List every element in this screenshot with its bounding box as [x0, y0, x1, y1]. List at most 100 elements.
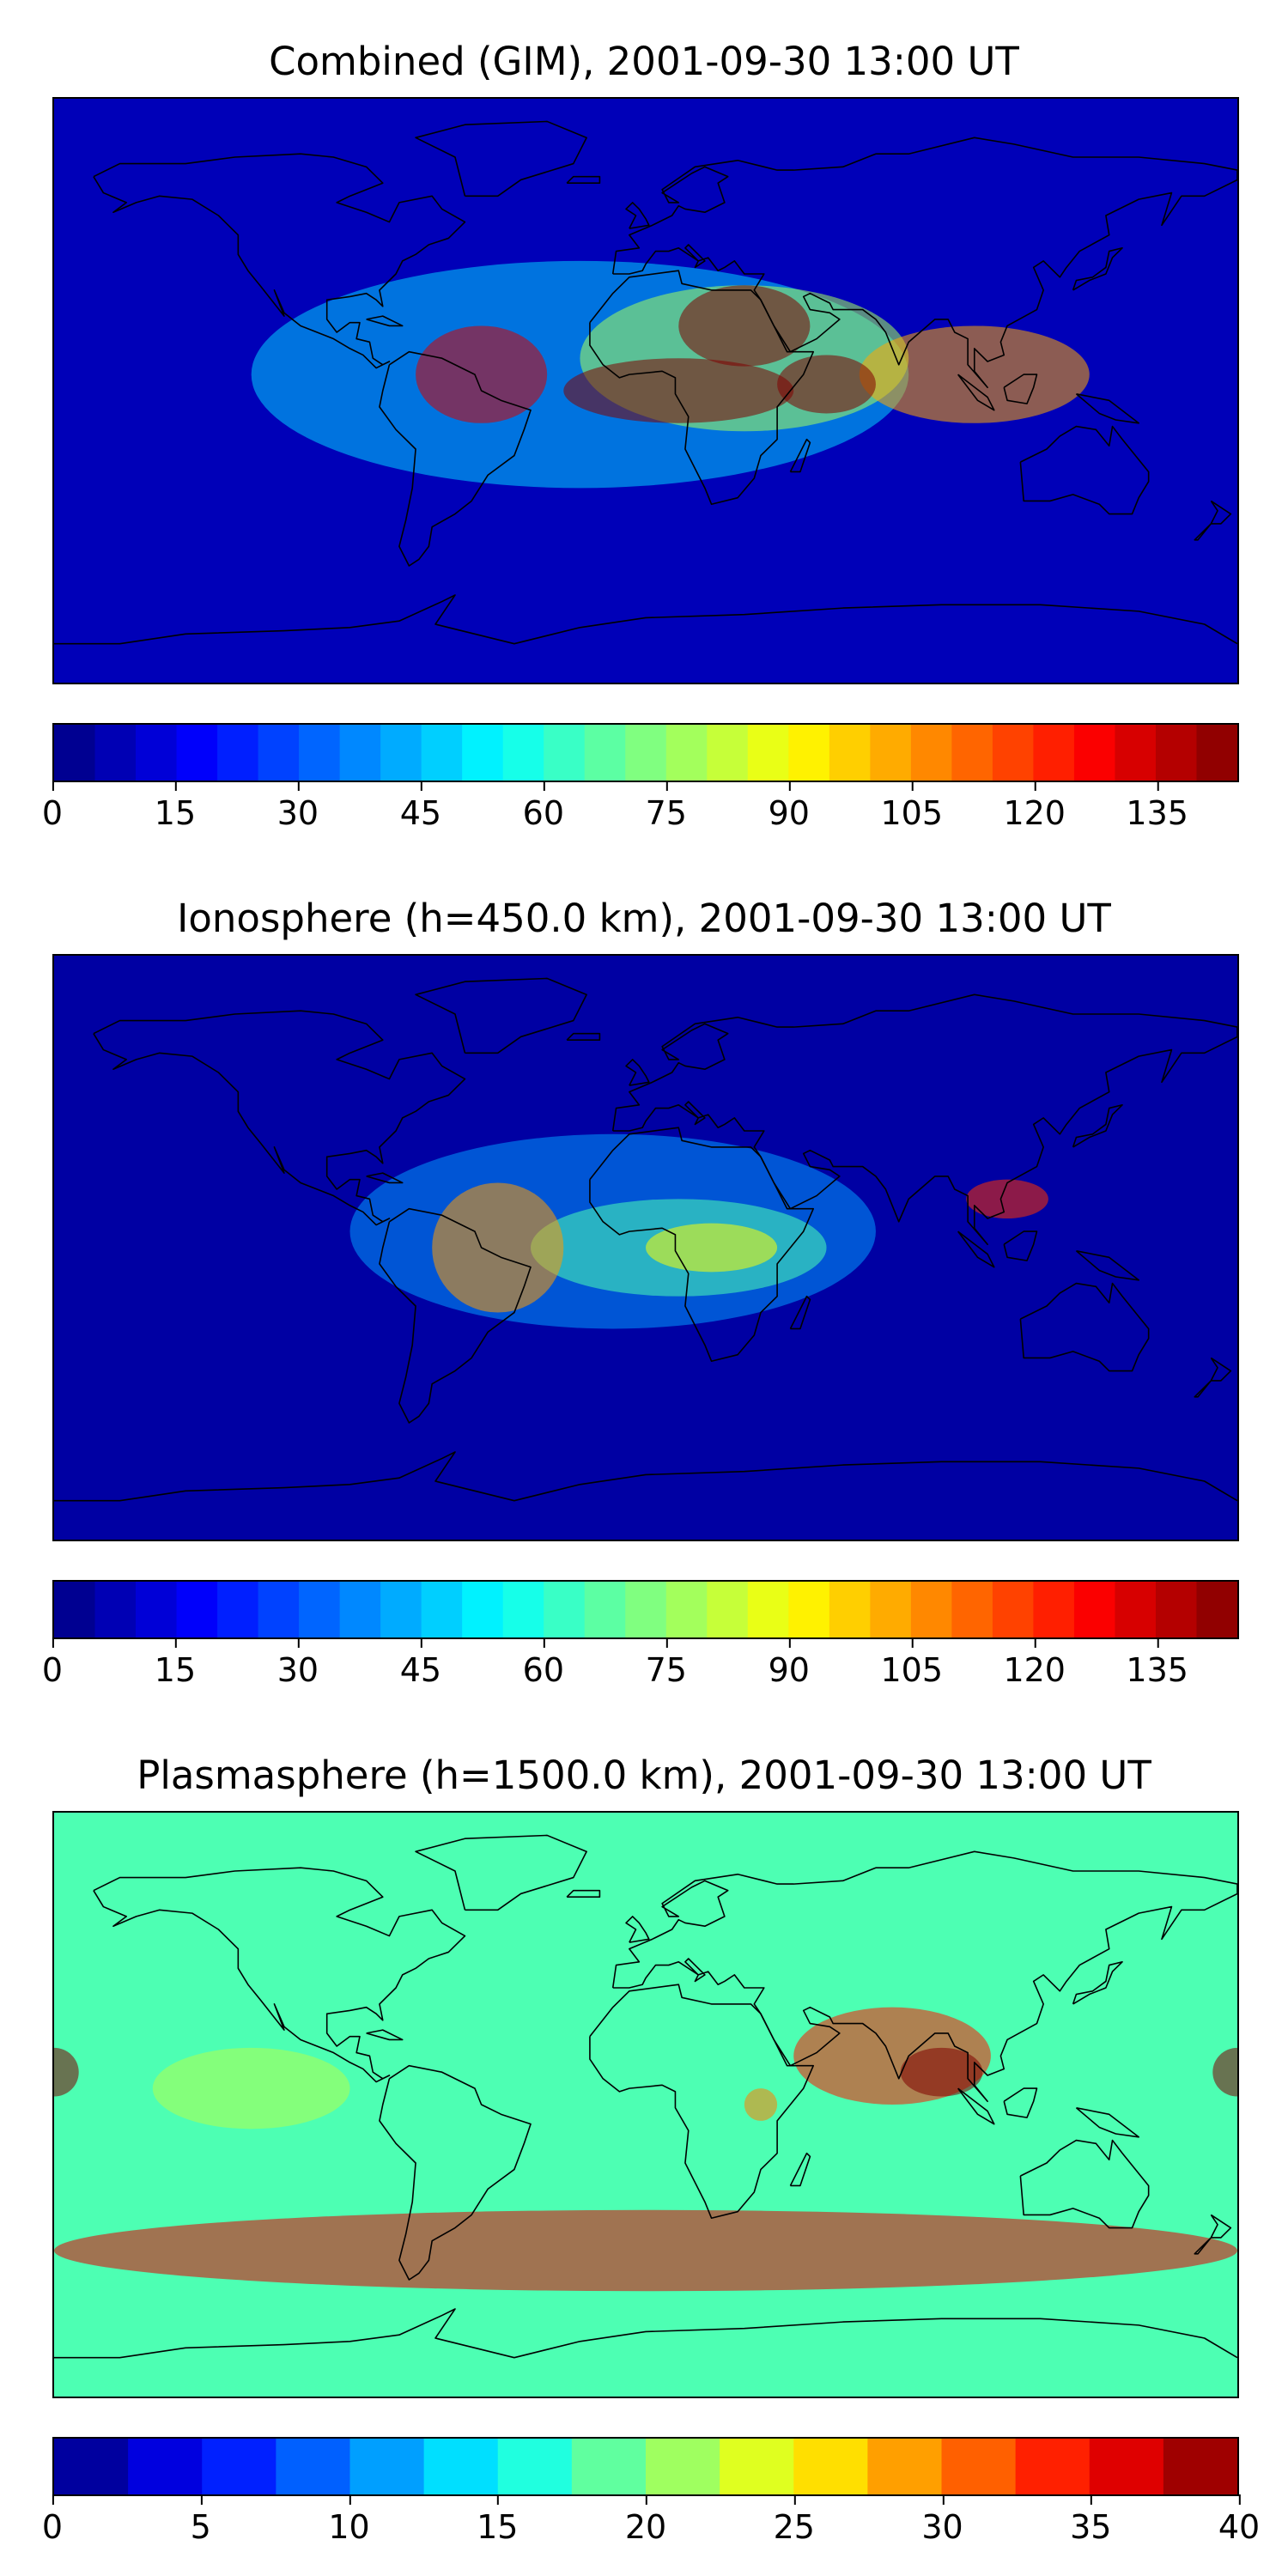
colorbar-level	[992, 725, 1035, 781]
coastline-uk	[626, 1917, 649, 1942]
colorbar-level	[1196, 1582, 1237, 1637]
colorbar-tick: 0	[42, 1637, 63, 1689]
tec-map-plasmasphere	[54, 1813, 1237, 2397]
colorbar-strip-ionosphere	[54, 1582, 1237, 1637]
coastline-borneo	[1004, 374, 1036, 404]
colorbar-level	[870, 1582, 912, 1637]
colorbar-level	[217, 1582, 259, 1637]
colorbar-level	[349, 2439, 425, 2494]
coastline-iceland	[567, 1034, 599, 1041]
colorbar-level	[829, 1582, 872, 1637]
colorbar-ticks-plasmasphere: 0 5 10 15 20 25 30 35 40	[42, 2494, 1260, 2548]
coastlines	[54, 121, 1237, 643]
colorbar-level	[176, 725, 218, 781]
colorbar-level	[299, 725, 341, 781]
colorbar-level	[128, 2439, 204, 2494]
colorbar-level	[910, 1582, 953, 1637]
colorbar-ticks-ionosphere: 0 15 30 45 60 75 90 105 120 135	[42, 1637, 1239, 1691]
tec-field-region	[416, 325, 548, 423]
colorbar-level	[339, 725, 381, 781]
coastline-new-zealand	[1194, 2215, 1230, 2253]
colorbar-level	[584, 1582, 627, 1637]
colorbar-tick: 120	[1003, 1637, 1066, 1689]
tec-field-region	[54, 2209, 1237, 2292]
colorbar-level	[462, 1582, 504, 1637]
colorbar-level	[665, 725, 708, 781]
coastline-new-zealand	[1194, 501, 1230, 539]
coastline-south-america	[380, 352, 531, 566]
coastline-antarctica	[54, 595, 1237, 644]
coastline-madagascar	[790, 2154, 810, 2186]
colorbar-level	[380, 725, 422, 781]
colorbar-level	[421, 1582, 463, 1637]
colorbar-level	[707, 725, 749, 781]
colorbar-level	[339, 1582, 381, 1637]
coastline-iceland	[567, 177, 599, 184]
colorbar-level	[54, 725, 96, 781]
colorbar-level	[1115, 725, 1157, 781]
coastline-south-america	[380, 2066, 531, 2280]
coastline-japan	[1073, 248, 1122, 290]
panel-title-plasmasphere: Plasmasphere (h=1500.0 km), 2001-09-30 1…	[137, 1753, 1151, 1798]
colorbar-level	[544, 725, 586, 781]
colorbar-tick: 105	[880, 781, 943, 832]
colorbar-tick: 25	[774, 2494, 815, 2546]
colorbar-level	[720, 2439, 795, 2494]
colorbar-level	[258, 725, 300, 781]
colorbar-ticks-combined: 0 15 30 45 60 75 90 105 120 135	[42, 781, 1239, 834]
colorbar-tick: 90	[769, 1637, 810, 1689]
coastline-japan	[1073, 1962, 1122, 2004]
tec-field-region	[1212, 2047, 1237, 2097]
colorbar-tick: 120	[1003, 781, 1066, 832]
tec-field-region	[152, 2047, 350, 2129]
colorbar-level	[94, 725, 137, 781]
coastline-africa	[590, 270, 813, 504]
colorbar-combined	[52, 723, 1239, 782]
coastline-greenland	[416, 978, 586, 1053]
colorbar-level	[941, 2439, 1017, 2494]
tec-field-region	[54, 2047, 79, 2097]
coastline-antarctica	[54, 2309, 1237, 2358]
colorbar-level	[94, 1582, 137, 1637]
colorbar-tick: 135	[1126, 1637, 1188, 1689]
colorbar-level	[258, 1582, 300, 1637]
colorbar-tick: 35	[1070, 2494, 1111, 2546]
colorbar-level	[747, 725, 790, 781]
coastline-north-america	[94, 1868, 465, 2081]
colorbar-level	[423, 2439, 499, 2494]
tec-field-region	[432, 1182, 564, 1313]
colorbar-level	[544, 1582, 586, 1637]
coastline-australia	[1020, 427, 1148, 514]
coastline-sumatra	[958, 2088, 994, 2124]
colorbar-level	[829, 725, 872, 781]
colorbar-level	[1155, 1582, 1198, 1637]
tec-field-region	[646, 1223, 778, 1273]
map-plasmasphere	[52, 1811, 1239, 2398]
colorbar-level	[1089, 2439, 1164, 2494]
colorbar-level	[584, 725, 627, 781]
coastline-antarctica	[54, 1452, 1237, 1501]
coastline-sumatra	[958, 1231, 994, 1267]
tec-field-region	[678, 285, 811, 367]
coastline-new-guinea	[1076, 2108, 1139, 2137]
colorbar-level	[380, 1582, 422, 1637]
coastlines	[54, 978, 1237, 1500]
colorbar-plasmasphere	[52, 2437, 1239, 2496]
colorbar-tick: 45	[400, 781, 441, 832]
coastline-madagascar	[790, 1297, 810, 1329]
coastline-africa	[590, 1127, 813, 1361]
colorbar-tick: 5	[191, 2494, 211, 2546]
colorbar-tick: 15	[155, 781, 196, 832]
coastline-cuba	[367, 316, 403, 325]
tec-field-region	[563, 358, 794, 423]
tec-field-region	[777, 355, 876, 414]
colorbar-level	[136, 1582, 178, 1637]
colorbar-tick: 75	[646, 1637, 687, 1689]
colorbar-level	[276, 2439, 351, 2494]
coastline-north-america	[94, 154, 465, 368]
colorbar-level	[502, 725, 545, 781]
colorbar-tick: 30	[277, 1637, 319, 1689]
colorbar-tick: 20	[625, 2494, 666, 2546]
colorbar-level	[707, 1582, 749, 1637]
coastline-uk	[626, 203, 649, 228]
